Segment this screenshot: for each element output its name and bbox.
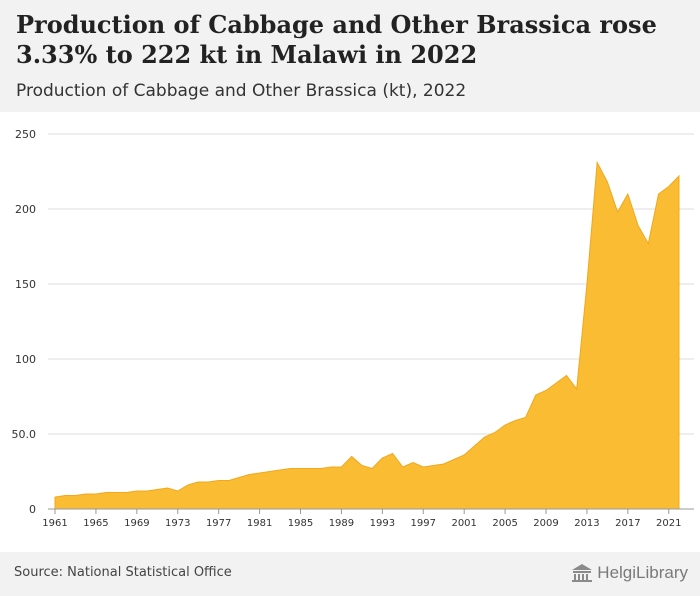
x-tick-label: 1981: [247, 518, 272, 529]
x-tick-label: 2005: [492, 518, 517, 529]
y-tick-label: 250: [15, 128, 36, 141]
x-tick-label: 2017: [615, 518, 640, 529]
x-tick-label: 1965: [83, 518, 108, 529]
x-tick-label: 1989: [329, 518, 354, 529]
area-series: [54, 160, 680, 510]
x-tick-label: 1985: [288, 518, 313, 529]
chart-title: Production of Cabbage and Other Brassica…: [16, 10, 657, 69]
library-building-icon: [572, 564, 593, 582]
x-tick-label: 2013: [574, 518, 599, 529]
x-tick-label: 2021: [656, 518, 681, 529]
area-chart: 0 50.0 100 150 200 250 1961 1965 1969 1973 1977 198…: [12, 128, 694, 529]
x-tick-label: 1961: [42, 518, 67, 529]
x-tick-label: 2001: [451, 518, 476, 529]
footer: Source: National Statistical Office Helg…: [0, 552, 700, 596]
y-tick-label: 200: [15, 203, 36, 216]
header: Production of Cabbage and Other Brassica…: [0, 0, 700, 112]
brand-name: HelgiLibrary: [597, 563, 688, 582]
y-tick-label: 50.0: [12, 428, 37, 441]
y-tick-label: 150: [15, 278, 36, 291]
x-tick-label: 1969: [124, 518, 149, 529]
source-note: Source: National Statistical Office: [14, 565, 232, 580]
chart-subtitle: Production of Cabbage and Other Brassica…: [16, 81, 467, 101]
x-tick-label: 1997: [411, 518, 436, 529]
y-tick-label: 100: [15, 353, 36, 366]
x-tick-label: 1973: [165, 518, 190, 529]
x-tick-label: 2009: [533, 518, 558, 529]
x-tick-label: 1977: [206, 518, 231, 529]
brand-logo: HelgiLibrary: [571, 560, 688, 586]
x-tick-label: 1993: [370, 518, 395, 529]
y-tick-label: 0: [29, 503, 36, 516]
